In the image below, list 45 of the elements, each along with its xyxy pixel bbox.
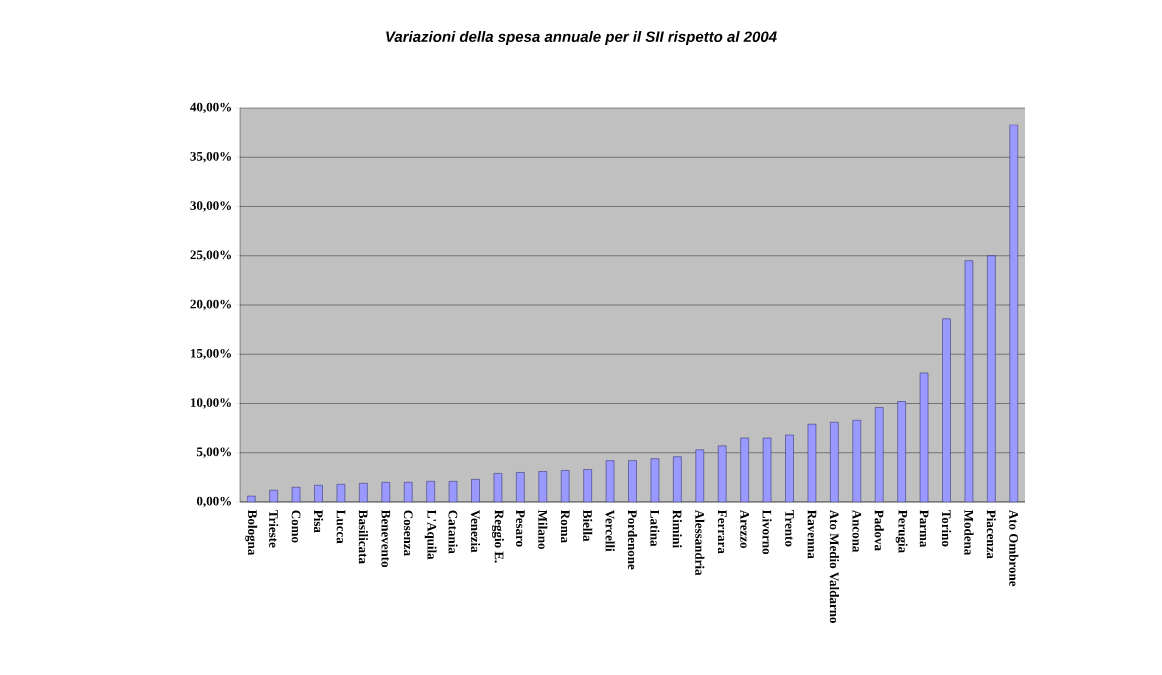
x-tick-label: Ferrara (717, 510, 727, 554)
x-tick-label: Rimini (672, 510, 682, 548)
chart-title: Variazioni della spesa annuale per il SII rispetto al 2004 (386, 31, 777, 45)
x-tick-label: Livorno (762, 510, 772, 555)
x-tick-label: Arezzo (740, 509, 749, 549)
x-tick-label: Basilicata (358, 510, 368, 564)
x-tick-label: Bologna (245, 510, 258, 556)
x-tick-label: Catania (448, 510, 458, 554)
x-tick-label: Piacenza (986, 510, 996, 559)
x-tick-label: Modena (964, 510, 974, 556)
y-tick-label: 40,00% (190, 102, 231, 114)
y-tick-label: 15,00% (190, 348, 231, 360)
x-tick-label: Pordenone (627, 510, 638, 570)
y-tick-label: 5,00% (196, 447, 231, 459)
x-tick-label: L'Aquila (424, 510, 437, 560)
x-tick-label: Benevento (381, 510, 391, 568)
x-tick-label: Pesaro (516, 510, 525, 547)
x-tick-label: Perugia (895, 510, 908, 553)
y-tick-label: 0,00% (196, 496, 231, 508)
x-tick-label: Padova (874, 510, 884, 551)
y-tick-label: 25,00% (190, 250, 231, 262)
x-tick-label: Trieste (269, 510, 279, 548)
x-tick-label: Reggio E. (491, 510, 504, 563)
x-tick-label: Venezia (470, 509, 481, 553)
x-tick-label: Milano (538, 510, 548, 550)
x-tick-label: Latina (650, 510, 660, 547)
x-tick-label: Ravenna (807, 510, 817, 559)
x-tick-label: Pisa (313, 510, 324, 533)
x-tick-label: Ancona (852, 509, 862, 553)
x-tick-label: Ato Ombrone (1009, 509, 1019, 587)
y-tick-label: 10,00% (190, 398, 231, 409)
y-tick-label: 20,00% (190, 299, 231, 311)
x-tick-label: Trento (785, 510, 794, 547)
x-tick-label: Biella (583, 510, 593, 542)
y-tick-label: 30,00% (190, 201, 231, 212)
x-tick-label: Roma (560, 510, 570, 543)
x-tick-label: Ato Medio Valdarno (829, 509, 839, 623)
x-tick-label: Como (291, 510, 301, 543)
x-tick-label: Cosenza (403, 510, 413, 556)
y-tick-label: 35,00% (190, 151, 231, 163)
x-tick-label: Vercelli (605, 509, 615, 552)
x-tick-label: Alessandria (695, 509, 705, 576)
x-tick-label: Torino (941, 510, 952, 547)
x-tick-label: Lucca (336, 510, 346, 544)
x-tick-label: Parma (919, 510, 929, 548)
